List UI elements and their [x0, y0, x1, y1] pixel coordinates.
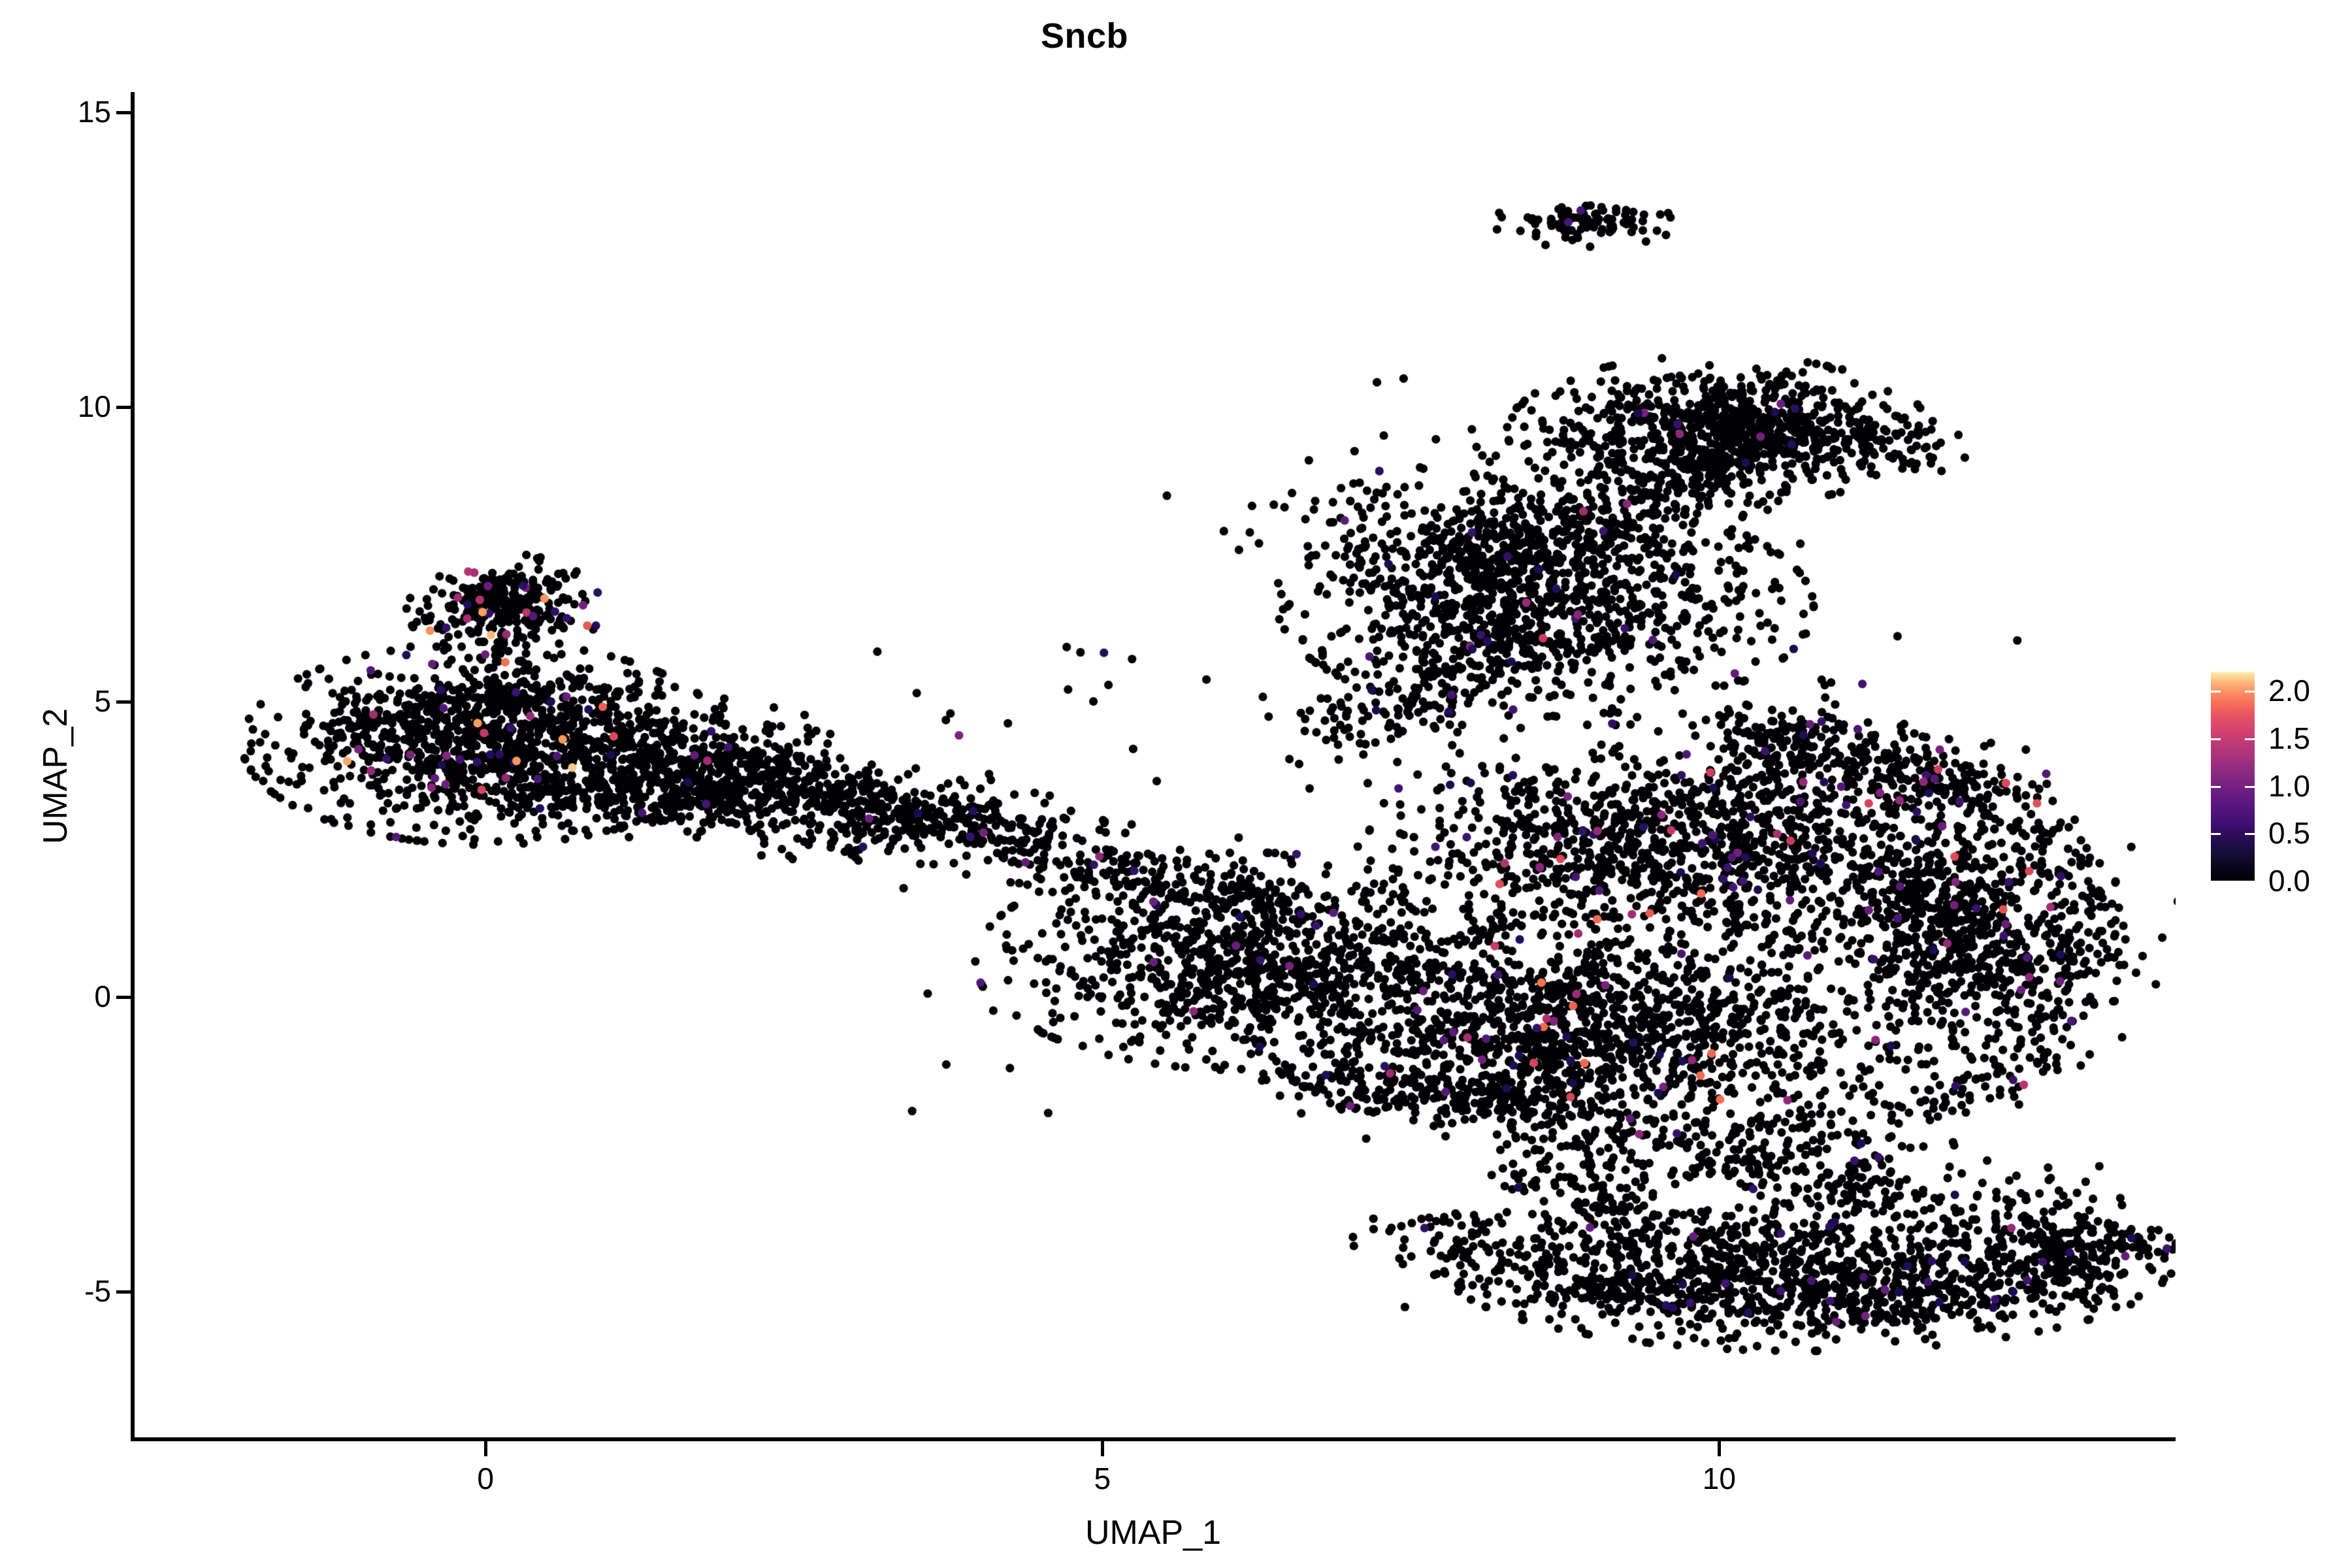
x-tick-mark [1718, 1441, 1722, 1456]
y-tick-label: 5 [94, 684, 111, 719]
y-tick-mark [116, 110, 131, 114]
y-tick-label: 0 [94, 979, 111, 1013]
colorbar-tick-mark [2245, 785, 2255, 788]
colorbar-tick-mark [2211, 833, 2221, 836]
colorbar-legend: 2.0 1.5 1.0 0.5 0.0 [2211, 672, 2342, 896]
y-tick-mark [116, 995, 131, 999]
colorbar-tick-label: 0.5 [2268, 816, 2310, 851]
colorbar-tick-mark [2245, 881, 2255, 883]
x-tick-label: 10 [1702, 1462, 1736, 1495]
colorbar-tick-mark [2211, 785, 2221, 788]
page-title: Sncb [1040, 16, 1129, 56]
colorbar-tick-mark [2245, 738, 2255, 740]
colorbar-tick-mark [2211, 738, 2221, 740]
colorbar-tick-label: 2.0 [2268, 674, 2310, 708]
y-axis-title: UMAP_2 [37, 708, 74, 845]
x-axis-line [131, 1437, 2176, 1441]
colorbar-tick-label: 1.0 [2268, 768, 2310, 803]
colorbar-tick-mark [2245, 833, 2255, 836]
y-tick-mark [116, 1290, 131, 1294]
y-tick-mark [116, 406, 131, 410]
colorbar-tick-mark [2211, 691, 2221, 693]
x-axis-title: UMAP_1 [1085, 1514, 1222, 1552]
colorbar-tick-label: 0.0 [2268, 864, 2310, 898]
y-tick-label: 10 [77, 389, 111, 424]
y-axis-line [131, 92, 135, 1441]
x-tick-label: 0 [477, 1462, 494, 1495]
y-tick-mark [116, 700, 131, 704]
scatter-plot-canvas [134, 91, 2176, 1439]
colorbar-tick-label: 1.5 [2268, 721, 2310, 755]
colorbar-tick-mark [2211, 881, 2221, 883]
y-tick-label: -5 [84, 1274, 111, 1309]
colorbar-gradient [2211, 672, 2255, 881]
x-tick-label: 5 [1094, 1462, 1111, 1495]
x-tick-mark [484, 1441, 488, 1456]
y-tick-label: 15 [77, 94, 111, 129]
x-tick-mark [1101, 1441, 1105, 1456]
colorbar-tick-mark [2245, 691, 2255, 693]
